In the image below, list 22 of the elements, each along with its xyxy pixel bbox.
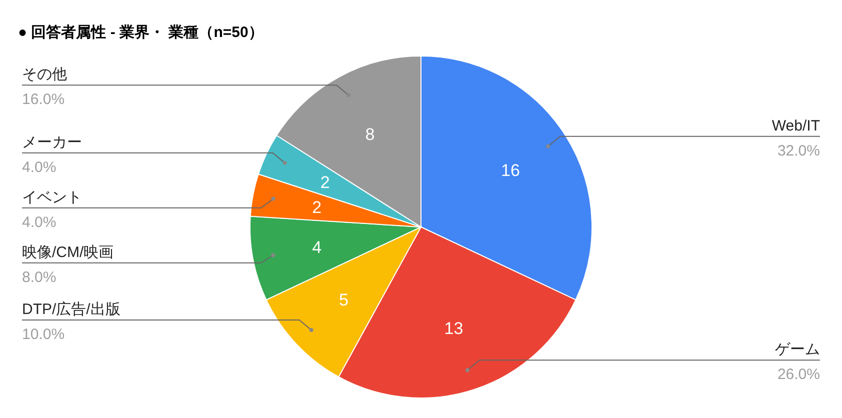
text: 16 [501, 161, 520, 180]
text: 13 [444, 318, 464, 338]
slice-label: その他 [22, 66, 67, 84]
data-label: 26.0% [777, 366, 820, 384]
text: 5 [338, 290, 348, 310]
text: 2 [312, 198, 322, 218]
text: 2 [320, 172, 330, 192]
data-label: 16.0% [22, 91, 65, 108]
slice-label: DTP/広告/出版 [22, 301, 120, 318]
text: 4 [312, 238, 322, 257]
data-label: 8.0% [22, 268, 56, 286]
data-label: 4.0% [22, 158, 56, 176]
data-label: 32.0% [777, 142, 820, 160]
data-label: 10.0% [22, 326, 65, 344]
slice-label: メーカー [22, 134, 82, 151]
slice-label: 映像/CM/映画 [22, 244, 114, 261]
data-label: 4.0% [22, 214, 56, 231]
slice-label: イベント [22, 188, 82, 206]
text: 8 [365, 125, 375, 144]
slice-label: ゲーム [775, 341, 820, 358]
slice-label: Web/IT [772, 117, 820, 134]
chart-title: ● 回答者属性 - 業界・ 業種（n=50） [18, 24, 264, 41]
